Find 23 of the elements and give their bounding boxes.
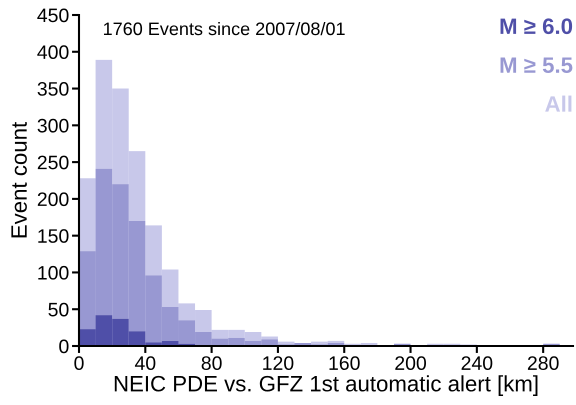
y-tick-label: 200 [38,192,69,206]
y-tick-label: 250 [38,156,69,170]
y-tick-label: 100 [38,266,69,280]
y-axis-title: Event count [11,122,27,238]
y-tick-label: 0 [59,339,69,354]
x-tick-label: 280 [528,356,559,370]
y-tick-label: 400 [37,45,69,60]
x-tick-label: 120 [263,356,294,370]
x-axis-title: NEIC PDE vs. GFZ 1st automatic alert [km] [114,375,538,396]
x-tick-label: 160 [330,356,360,370]
y-tick-label: 300 [38,118,69,133]
x-tick-label: 0 [74,356,84,370]
y-tick-label: 350 [38,82,69,96]
x-tick-label: 40 [134,356,156,370]
x-tick-label: 240 [462,356,492,370]
y-tick-label: 150 [38,229,69,243]
x-tick-label: 80 [202,356,222,370]
x-tick-label: 200 [395,356,426,370]
y-tick-label: 50 [48,302,69,316]
text: M ≥ 5.5 [500,57,572,73]
annotation: 1760 Events since 2007/08/01 [104,22,345,36]
y-tick-label: 450 [37,8,69,22]
text: M ≥ 6.0 [500,18,572,34]
